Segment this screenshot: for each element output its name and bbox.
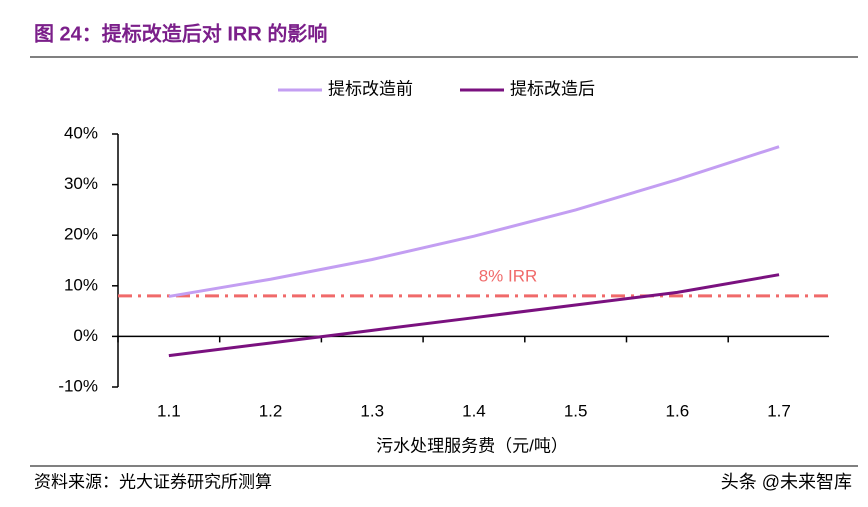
legend-label: 提标改造前: [328, 79, 413, 98]
x-tick-label: 1.1: [157, 401, 181, 420]
figure-title: 图 24：提标改造后对 IRR 的影响: [34, 21, 327, 45]
y-tick-label: 30%: [64, 174, 98, 193]
x-tick-label: 1.7: [767, 401, 791, 420]
series-line: [168, 273, 780, 358]
legend-label: 提标改造后: [510, 79, 595, 98]
y-tick-label: 40%: [64, 123, 98, 142]
x-tick-label: 1.6: [666, 401, 690, 420]
x-tick-label: 1.2: [259, 401, 283, 420]
x-tick-label: 1.5: [564, 401, 588, 420]
reference-label: 8% IRR: [479, 266, 538, 285]
y-tick-label: -10%: [58, 376, 98, 395]
y-tick-label: 20%: [64, 225, 98, 244]
x-tick-label: 1.3: [360, 401, 384, 420]
series-line: [168, 145, 780, 298]
y-tick-label: 10%: [64, 275, 98, 294]
x-axis-label: 污水处理服务费（元/吨）: [376, 436, 568, 455]
y-tick-label: 0%: [73, 326, 98, 345]
source-note: 资料来源：光大证券研究所测算: [34, 472, 272, 491]
x-tick-label: 1.4: [462, 401, 486, 420]
watermark: 头条 @未来智库: [721, 472, 852, 492]
